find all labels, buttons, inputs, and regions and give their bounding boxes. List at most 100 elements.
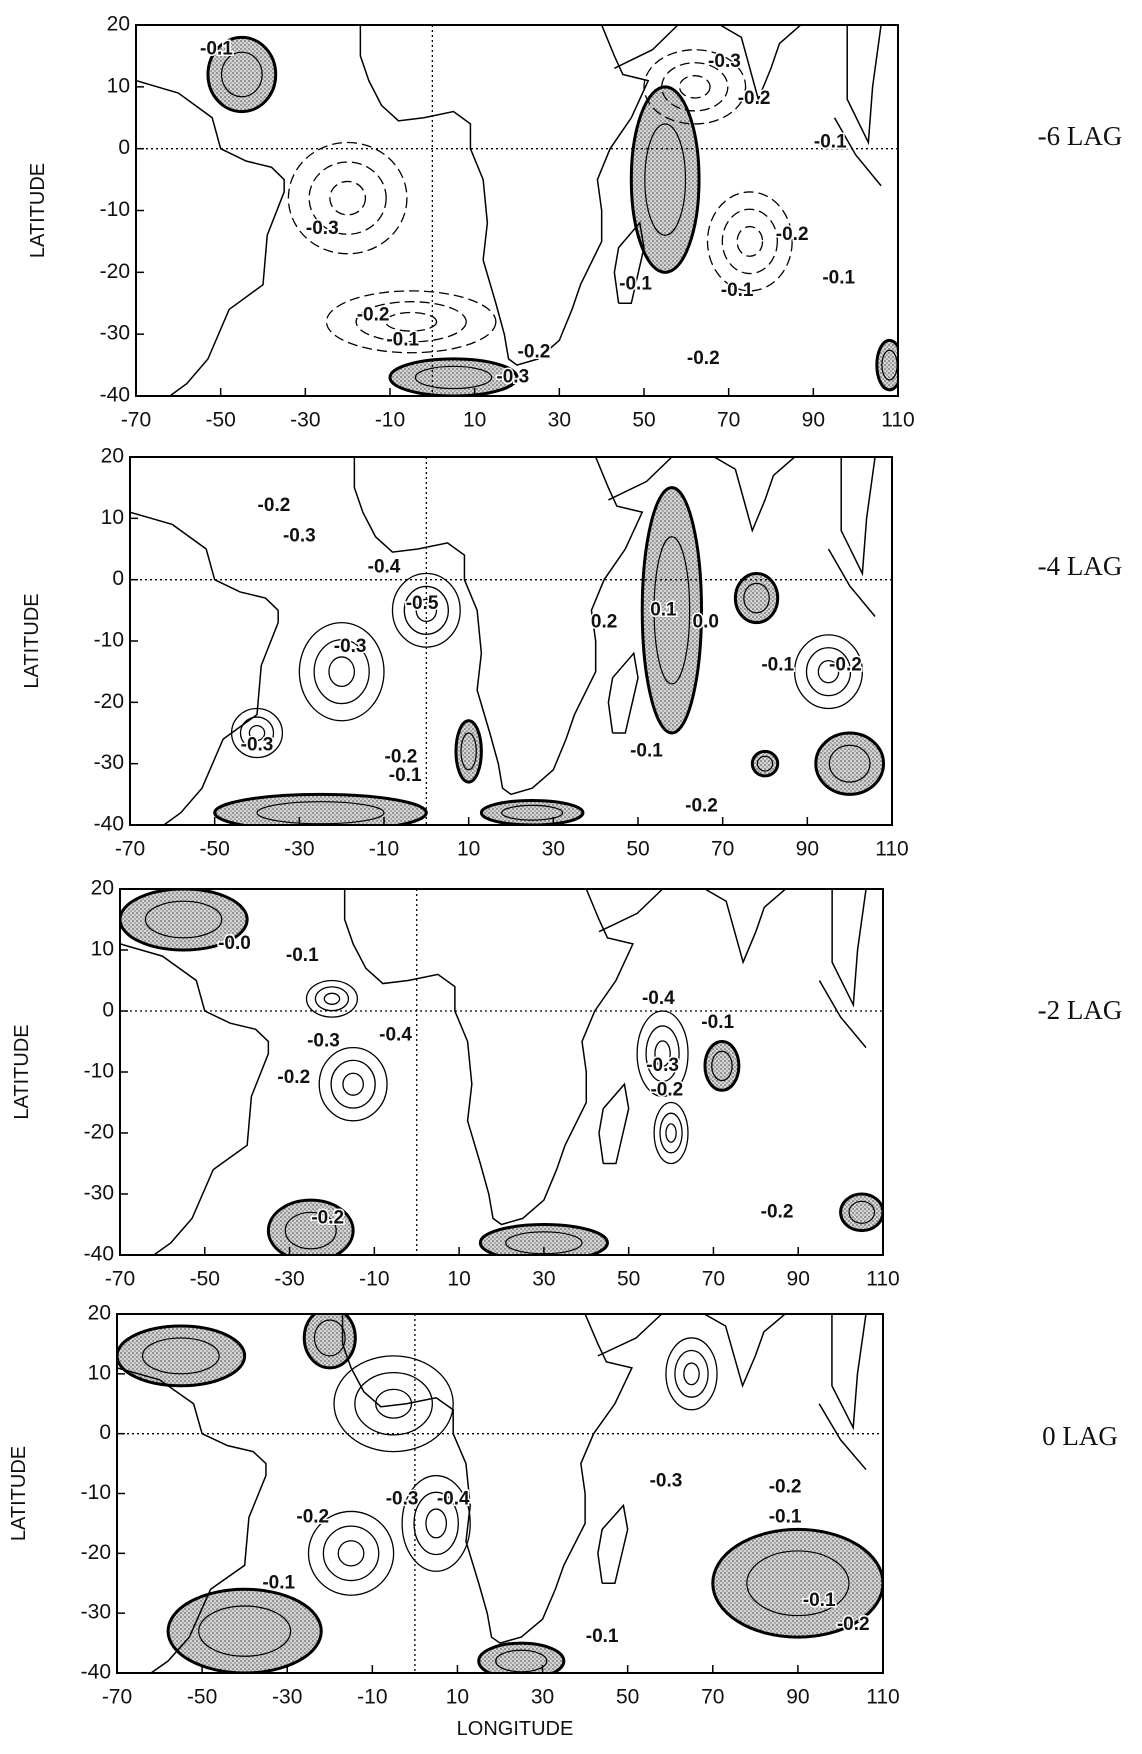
contour-label: 0.1 [650,599,677,620]
x-tick-label: -70 [121,409,151,432]
x-tick-label: 110 [866,1268,899,1291]
coastline [832,1314,866,1428]
x-tick-label: -30 [290,409,320,432]
x-tick-label: 110 [866,1686,899,1709]
y-tick-label: -20 [84,1121,114,1144]
x-tick-label: -50 [199,838,229,861]
shaded-region [631,87,699,272]
shaded-region [816,733,884,794]
y-tick-label: -30 [94,751,124,774]
lag-label: -2 LAG [1038,995,1123,1025]
coastline [360,25,648,365]
shaded-region [117,1326,245,1386]
x-tick-label: -50 [190,1268,220,1291]
contour-label: -0.1 [822,268,855,289]
plot-area [130,457,884,831]
shaded-region [841,1194,883,1231]
coastline [819,1404,866,1470]
y-tick-label: 0 [99,1421,111,1444]
contour-line [654,1103,688,1164]
contour-label: -0.3 [306,218,339,239]
y-tick-label: 10 [88,1361,111,1384]
y-axis-label: LATITUDE [11,1024,33,1119]
x-tick-label: -30 [272,1686,302,1709]
contour-label: -0.2 [776,224,809,245]
x-tick-label: -70 [102,1686,132,1709]
contour-label: 0.0 [693,612,719,633]
lag-label: -4 LAG [1038,551,1123,581]
coastline [819,981,866,1048]
coastline [829,549,876,616]
x-tick-label: 70 [717,409,740,432]
y-tick-label: 0 [118,136,130,159]
contour-label: -0.2 [311,1207,344,1228]
x-tick-label: 70 [701,1686,724,1709]
y-tick-label: -10 [81,1481,111,1504]
contour-line [386,313,437,332]
y-tick-label: 0 [102,999,114,1022]
x-tick-label: 70 [702,1268,725,1291]
contour-line [323,1526,378,1580]
contour-line [338,1541,364,1566]
y-tick-label: 0 [112,567,124,590]
contour-label: -0.1 [803,1590,836,1611]
contour-label: -0.3 [307,1031,340,1052]
contour-label: -0.2 [685,796,718,817]
x-tick-label: -50 [205,409,235,432]
x-tick-label: -10 [375,409,405,432]
lag-label: -6 LAG [1038,121,1123,151]
contour-line [680,76,710,98]
x-tick-label: 50 [626,838,649,861]
coastline [598,1505,628,1583]
x-tick-label: 50 [616,1686,639,1709]
x-tick-label: -10 [369,838,399,861]
contour-label: -0.3 [283,526,316,547]
contour-label: -0.2 [357,305,390,326]
map-panel: -70-50-30-101030507090110-40-30-20-10010… [11,877,1122,1291]
shaded-region [168,1589,321,1673]
contour-label: -0.0 [218,933,251,954]
y-tick-label: -30 [81,1601,111,1624]
contour-label: 0.2 [591,612,617,633]
contour-label: -0.1 [619,274,652,295]
y-tick-label: -10 [84,1060,114,1083]
coastline [598,1314,662,1356]
shaded-region [735,574,777,623]
contour-label: -0.1 [701,1012,734,1033]
contour-line [684,1363,699,1385]
plot-area [136,25,902,396]
contour-label: -0.2 [769,1477,802,1498]
contour-line [737,227,762,257]
x-tick-label: 50 [632,409,655,432]
coastline [714,457,794,531]
contour-label: -0.2 [738,88,771,109]
contour-label: -0.2 [277,1067,310,1088]
x-tick-label: -10 [359,1268,389,1291]
y-tick-label: 10 [101,506,124,529]
contour-label: -0.3 [646,1055,679,1076]
y-tick-label: -40 [81,1661,111,1684]
contour-label: -0.3 [386,1488,419,1509]
x-tick-label: 30 [532,1268,555,1291]
contour-label: -0.2 [761,1201,794,1222]
contour-label: -0.3 [241,734,274,755]
x-tick-label: -50 [187,1686,217,1709]
y-tick-label: -40 [84,1243,114,1266]
contour-label: -0.3 [334,636,367,657]
x-tick-label: -10 [357,1686,387,1709]
y-tick-label: -30 [100,322,130,345]
y-tick-label: -40 [94,813,124,836]
x-tick-label: 10 [463,409,486,432]
y-tick-label: -20 [94,690,124,713]
contour-label: -0.4 [379,1024,412,1045]
lag-label: 0 LAG [1042,1421,1118,1451]
x-tick-label: -70 [115,838,145,861]
x-tick-label: 90 [786,1686,809,1709]
y-tick-label: -20 [100,260,130,283]
coastline [599,889,663,932]
coastline [120,944,268,1255]
x-tick-label: 30 [531,1686,554,1709]
contour-label: -0.4 [368,556,401,577]
y-axis-label: LATITUDE [27,163,49,258]
